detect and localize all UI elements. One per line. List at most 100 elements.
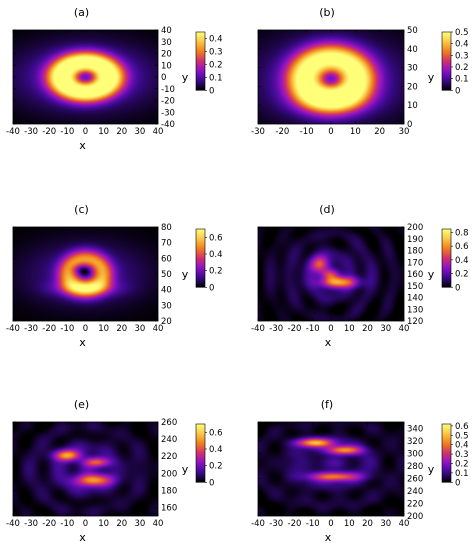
panel-label: (f) [321, 398, 333, 411]
x-tick-label: 10 [344, 519, 355, 529]
x-tick-label: 10 [350, 127, 361, 137]
x-tick-label: 10 [98, 324, 109, 334]
colorbar-tick-label: 0 [455, 478, 460, 488]
x-tick-label: -20 [275, 127, 289, 137]
y-tick-label: -10 [161, 85, 175, 95]
panel-0: (a)-40 -30 -20 -10 0 10 20 30 40x-40-30-20-10010… [6, 6, 222, 152]
colorbar [441, 228, 452, 288]
x-tick-label: 20 [116, 324, 127, 334]
colorbar [195, 423, 206, 483]
colorbar [441, 31, 452, 91]
x-tick-label: 30 [134, 519, 145, 529]
x-tick-label: -20 [42, 519, 56, 529]
y-tick-label: 180 [161, 486, 177, 496]
x-tick-label: 0 [83, 324, 88, 334]
y-tick-label: 200 [407, 223, 423, 233]
y-axis-label: y [428, 463, 435, 476]
colorbar-tick-label: 0 [455, 283, 460, 293]
heatmap-image [13, 227, 158, 321]
y-tick-label: 80 [161, 223, 172, 233]
x-tick-label: -40 [6, 324, 20, 334]
colorbar [195, 31, 206, 91]
x-tick-label: 30 [134, 127, 145, 137]
y-tick-label: 190 [407, 235, 423, 245]
x-tick-label: -30 [251, 127, 265, 137]
colorbar-tick-label: 0.4 [455, 40, 469, 50]
y-tick-label: -30 [161, 108, 175, 118]
x-tick-label: -10 [306, 519, 320, 529]
heatmap-image [258, 422, 404, 516]
x-tick-label: 40 [153, 324, 164, 334]
x-tick-label: 10 [98, 127, 109, 137]
colorbar-tick-label: 0 [209, 283, 214, 293]
colorbar-tick-label: 0.2 [209, 267, 223, 277]
y-tick-label: 240 [407, 487, 423, 497]
y-tick-label: 40 [407, 45, 418, 55]
y-tick-label: 40 [161, 286, 172, 296]
x-tick-label: -20 [288, 519, 302, 529]
colorbar-tick-label: 0.1 [455, 469, 469, 479]
colorbar-tick-label: 0.4 [209, 250, 223, 260]
x-axis-label: x [79, 531, 86, 544]
y-tick-label: 10 [407, 101, 418, 111]
y-tick-label: 20 [161, 317, 172, 327]
x-tick-label: 0 [328, 519, 333, 529]
x-tick-label: 40 [399, 519, 410, 529]
x-tick-label: -10 [60, 324, 74, 334]
panel-label: (d) [319, 203, 335, 216]
x-tick-label: -30 [269, 519, 283, 529]
y-tick-label: 340 [407, 424, 423, 434]
y-tick-label: 200 [407, 512, 423, 522]
x-tick-label: -30 [24, 127, 38, 137]
panel-label: (b) [319, 6, 335, 19]
y-tick-label: 30 [161, 38, 172, 48]
panel-5: (f) -40 -30 -20 -10 0 10 20 30 40 x 200 220 240 260 280… [251, 398, 468, 544]
x-tick-label: 0 [83, 127, 88, 137]
y-tick-label: 50 [407, 26, 418, 36]
x-tick-label: -40 [251, 324, 265, 334]
x-tick-label: -40 [6, 519, 20, 529]
x-tick-label: -10 [60, 519, 74, 529]
y-tick-label: 180 [407, 247, 423, 257]
x-axis-label: x [325, 531, 332, 544]
y-tick-label: 30 [161, 301, 172, 311]
y-tick-label: 30 [407, 64, 418, 74]
colorbar-tick-label: 0.8 [455, 228, 469, 238]
x-tick-label: -30 [24, 324, 38, 334]
x-tick-label: 10 [344, 324, 355, 334]
y-tick-label: -20 [161, 97, 175, 107]
panel-4: (e) -40 -30 -20 -10 0 10 20 30 40 x 160 180 200 220 240… [6, 398, 222, 544]
y-tick-label: 200 [161, 469, 177, 479]
x-tick-label: -10 [306, 324, 320, 334]
colorbar-tick-label: 0.2 [455, 459, 469, 469]
y-tick-label: 260 [407, 474, 423, 484]
x-tick-label: -20 [42, 324, 56, 334]
x-tick-label: 40 [153, 519, 164, 529]
colorbar-tick-label: 0.3 [455, 51, 469, 61]
y-axis-label: y [428, 71, 435, 84]
colorbar-tick-label: 0.6 [209, 233, 223, 243]
y-tick-label: 60 [161, 254, 172, 264]
y-tick-label: 130 [407, 305, 423, 315]
y-axis-label: y [182, 268, 189, 281]
colorbar-tick-label: 0.5 [455, 28, 469, 38]
y-tick-label: 170 [407, 258, 423, 268]
y-tick-label: 220 [161, 452, 177, 462]
colorbar-tick-label: 0.4 [209, 34, 223, 44]
colorbar-tick-label: 0.4 [209, 445, 223, 455]
colorbar-tick-label: 0.6 [455, 422, 469, 432]
colorbar-tick-label: 0.2 [209, 60, 223, 70]
y-tick-label: 280 [407, 462, 423, 472]
colorbar-tick-label: 0.1 [209, 73, 223, 83]
y-tick-label: 140 [407, 294, 423, 304]
x-tick-label: 40 [153, 127, 164, 137]
y-tick-label: 260 [161, 418, 177, 428]
panel-label: (e) [74, 398, 89, 411]
x-tick-label: 20 [116, 519, 127, 529]
colorbar-tick-label: 0.6 [455, 242, 469, 252]
y-tick-label: 70 [161, 239, 172, 249]
x-tick-label: 30 [399, 127, 410, 137]
colorbar-tick-label: 0.5 [455, 431, 469, 441]
